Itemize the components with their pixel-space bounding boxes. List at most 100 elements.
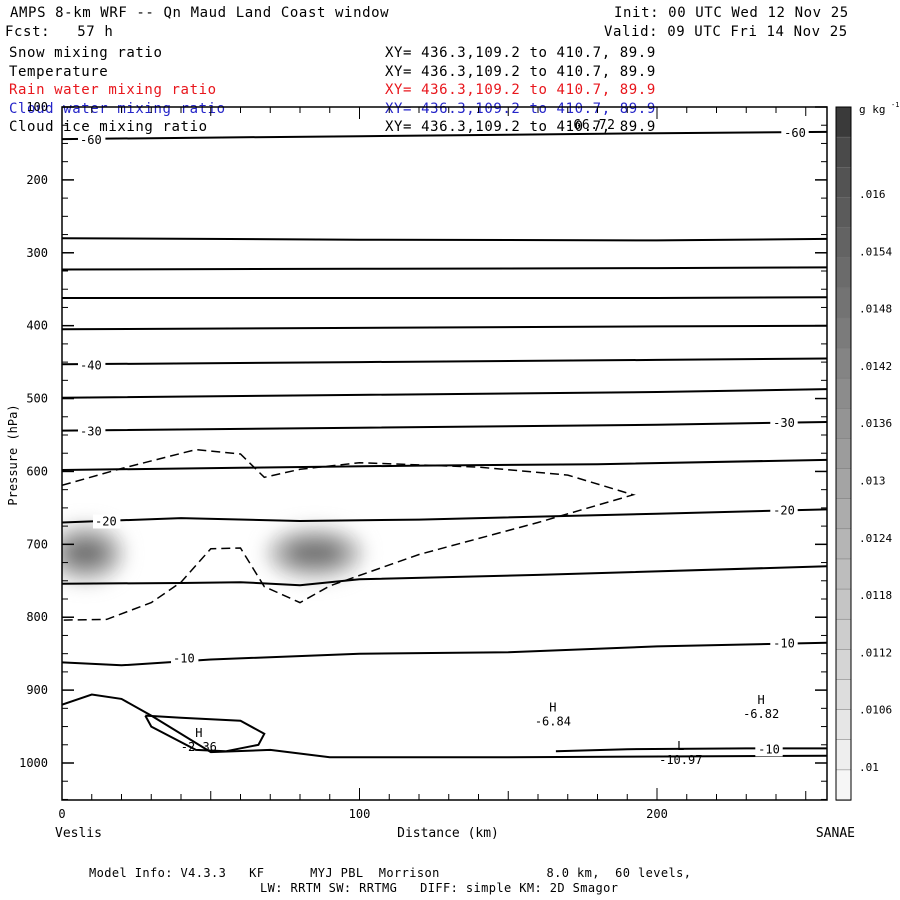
- temperature-contour: [62, 388, 827, 399]
- temperature-contour: [144, 714, 266, 753]
- extremum-type: L: [677, 739, 684, 753]
- temperature-contour: [62, 237, 827, 242]
- y-axis-label: Pressure (hPa): [6, 404, 20, 505]
- temperature-contour: [62, 420, 827, 432]
- y-tick-label: 900: [26, 683, 48, 697]
- colorbar-segment: [835, 709, 852, 741]
- colorbar-segment: [835, 408, 852, 440]
- contour-label: -60: [80, 133, 102, 147]
- temperature-contour: [62, 296, 827, 299]
- temperature-contour: [62, 324, 827, 331]
- colorbar-label: .0124: [859, 532, 892, 545]
- colorbar-segment: [835, 649, 852, 681]
- y-tick-label: 300: [26, 246, 48, 260]
- contour-label: -20: [95, 514, 117, 528]
- plot-frame: [61, 106, 828, 801]
- colorbar-label: .016: [859, 188, 886, 201]
- field-xy: XY= 436.3,109.2 to 410.7, 89.9: [385, 45, 656, 61]
- colorbar-segment: [835, 618, 852, 651]
- y-tick-label: 1000: [19, 756, 48, 770]
- y-tick-label: 700: [26, 537, 48, 551]
- colorbar-segment: [835, 347, 852, 379]
- colorbar-segment: [835, 438, 852, 470]
- contour-label: -30: [773, 416, 795, 430]
- field-xy: XY= 436.3,109.2 to 410.7, 89.9: [385, 82, 656, 98]
- contour-label: -10: [173, 651, 195, 665]
- extremum-value: -6.84: [535, 714, 571, 728]
- colorbar-label: .0142: [859, 360, 892, 373]
- colorbar-label: .0148: [859, 303, 892, 316]
- colorbar-segment: [835, 106, 852, 138]
- field-xy: XY= 436.3,109.2 to 410.7, 89.9: [385, 100, 656, 117]
- forecast-hour: Fcst: 57 h: [5, 24, 114, 40]
- colorbar-segment: [835, 167, 852, 199]
- label-background: [78, 424, 106, 439]
- colorbar-segment: [835, 498, 852, 530]
- y-tick-label: 800: [26, 610, 48, 624]
- colorbar-unit-exponent: -1: [891, 101, 899, 109]
- y-tick-label: 400: [26, 319, 48, 333]
- label-background: [78, 358, 106, 373]
- colorbar-label: .01: [859, 761, 879, 774]
- y-tick-label: 500: [26, 392, 48, 406]
- colorbar-segment: [835, 679, 852, 711]
- x-tick-label: 200: [646, 807, 668, 821]
- colorbar-label: .0118: [859, 589, 892, 602]
- extremum-type: H: [195, 726, 202, 740]
- temperature-contour: [62, 508, 827, 524]
- colorbar-segment: [835, 558, 852, 590]
- label-background: [781, 125, 809, 140]
- colorbar-segment: [835, 257, 852, 289]
- field-name: Cloud ice mixing ratio: [9, 119, 208, 135]
- colorbar-frame: [835, 106, 852, 801]
- colorbar-segment: [835, 468, 852, 500]
- field-name: Temperature: [9, 63, 109, 80]
- x-axis-label: Distance (km): [397, 826, 499, 841]
- footer-physics-info: LW: RRTM SW: RRTMG DIFF: simple KM: 2D S…: [260, 881, 619, 895]
- field-name: Snow mixing ratio: [9, 45, 163, 61]
- colorbar-segment: [835, 227, 852, 259]
- temperature-contour: [62, 641, 827, 667]
- y-tick-label: 100: [26, 100, 48, 114]
- extremum-value: -2.36: [181, 740, 217, 754]
- field-name: Cloud water mixing ratio: [9, 100, 226, 117]
- temperature-contour: [62, 357, 827, 366]
- temperature-contour: [62, 565, 827, 587]
- temperature-contour: [62, 458, 827, 471]
- colorbar-segment: [835, 739, 852, 771]
- temperature-contour: [62, 693, 827, 759]
- colorbar-label: .0154: [859, 245, 892, 258]
- colorbar-segment: [835, 317, 852, 349]
- dashed-contour: [62, 448, 636, 621]
- colorbar-label: .0112: [859, 646, 892, 659]
- x-tick-label: 100: [349, 807, 371, 821]
- label-background: [78, 133, 106, 148]
- left-endpoint-label: Veslis: [55, 826, 102, 841]
- chart-title: AMPS 8-km WRF -- Qn Maud Land Coast wind…: [10, 5, 390, 21]
- x-tick-label: 0: [58, 807, 65, 821]
- label-background: [770, 503, 798, 518]
- right-endpoint-label: SANAE: [816, 826, 855, 841]
- extremum-type: H: [549, 700, 556, 714]
- contour-label: -10: [758, 742, 780, 756]
- colorbar-label: .013: [859, 475, 886, 488]
- colorbar-label: .0106: [859, 704, 892, 717]
- colorbar-unit: g kg: [859, 103, 886, 116]
- colorbar-segment: [835, 528, 852, 560]
- label-background: [770, 415, 798, 430]
- extremum-value: -10.97: [659, 753, 702, 767]
- contour-label: -20: [773, 503, 795, 517]
- colorbar-segment: [835, 377, 852, 410]
- valid-time: Valid: 09 UTC Fri 14 Nov 25: [604, 24, 848, 40]
- footer-model-info: Model Info: V4.3.3 KF MYJ PBL Morrison 8…: [89, 866, 692, 880]
- temperature-contour: [62, 130, 827, 141]
- label-background: [755, 742, 783, 757]
- shaded-blob-core: [63, 539, 109, 567]
- shaded-blob-core: [285, 541, 345, 565]
- y-tick-label: 600: [26, 464, 48, 478]
- extremum-value: -6.82: [743, 707, 779, 721]
- y-tick-label: 200: [26, 173, 48, 187]
- contour-label: -40: [80, 358, 102, 372]
- field-name: Rain water mixing ratio: [9, 82, 217, 98]
